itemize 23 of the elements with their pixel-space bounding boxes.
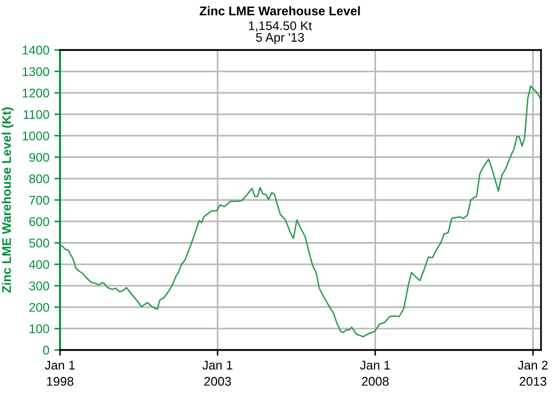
y-tick-label: 1200 bbox=[22, 88, 50, 98]
y-tick-label: 1100 bbox=[24, 110, 50, 119]
x-tick-label: Jan 1 2008 bbox=[360, 360, 390, 386]
y-tick-label: 500 bbox=[29, 238, 50, 248]
x-tick-label: Jan 1 1998 bbox=[44, 360, 75, 386]
y-tick-label: 700 bbox=[29, 196, 50, 205]
x-tick-label: Jan 2 2013 bbox=[518, 360, 548, 386]
y-tick-label: 800 bbox=[29, 174, 50, 184]
y-tick-label: 900 bbox=[29, 152, 50, 162]
y-axis-title: Zinc LME Warehouse Level (Kt) bbox=[2, 107, 14, 293]
y-tick-label: 1400 bbox=[22, 46, 50, 55]
y-tick-label: 200 bbox=[29, 302, 50, 312]
x-tick-label: Jan 1 2003 bbox=[202, 360, 232, 386]
line-series bbox=[60, 85, 541, 338]
chart-subtitle: 1,154.50 Kt 5 Apr '13 bbox=[248, 21, 312, 44]
y-tick-label: 0 bbox=[43, 346, 50, 355]
y-tick-label: 300 bbox=[29, 282, 50, 290]
y-tick-label: 600 bbox=[29, 217, 50, 226]
y-tick-label: 100 bbox=[30, 324, 50, 334]
y-tick-label: 1300 bbox=[22, 67, 50, 76]
y-tick-label: 400 bbox=[29, 260, 50, 269]
chart-title: Zinc LME Warehouse Level bbox=[200, 6, 360, 16]
y-tick-label: 1000 bbox=[22, 132, 50, 140]
